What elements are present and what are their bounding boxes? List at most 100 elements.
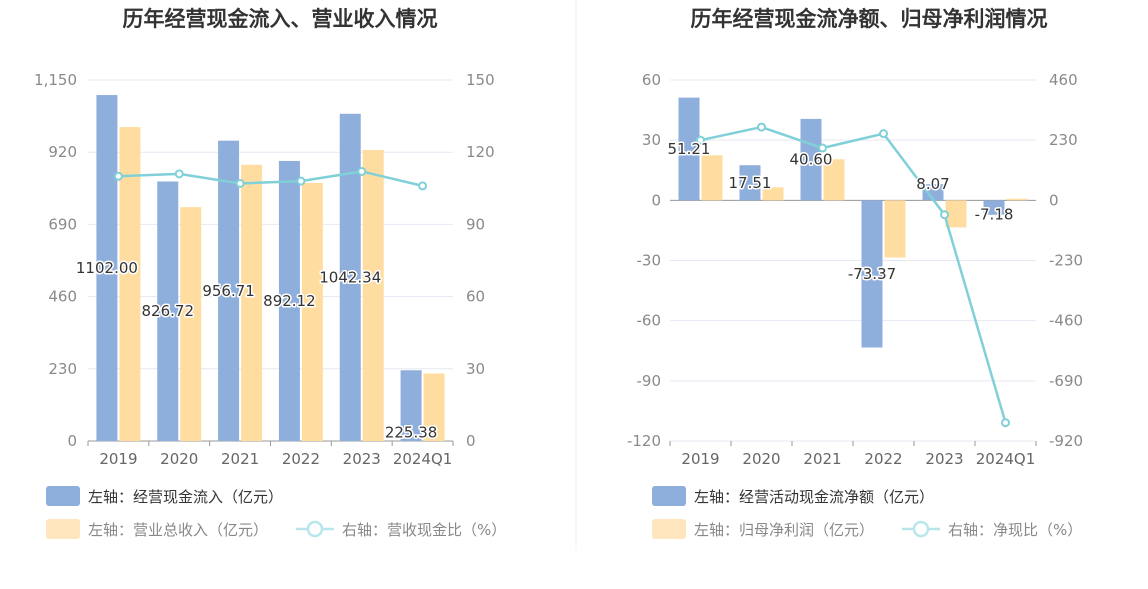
right-axis-tick-label: 30 [466,360,485,378]
category-label: 2021 [221,450,259,468]
bar-secondary [945,200,967,228]
chart-1: 历年经营现金流入、营业收入情况 0 230 460 690 920 1,150 0 30 60… [34,7,506,539]
legend-label: 右轴：净现比（%） [948,521,1082,539]
bar-primary [922,184,944,201]
bar-primary [861,200,883,348]
bar-secondary [762,187,784,201]
category-label: 2024Q1 [976,450,1036,468]
bar-data-label: 956.71 [202,282,255,300]
left-axis-tick-label: 920 [48,143,77,161]
bar-data-label: 8.07 [916,175,949,193]
left-axis-tick-label: -30 [637,252,662,270]
legend-circle-icon [912,520,930,538]
legend-swatch-bar-primary [652,486,686,506]
ratio-point [235,178,245,188]
right-axis-tick-label: 460 [1049,71,1078,89]
bar-primary [400,370,422,441]
legend-label: 左轴：经营现金流入（亿元） [88,488,283,506]
chart-1-legend-item-revenue[interactable]: 左轴：营业总收入（亿元） [46,519,268,539]
left-axis-tick-label: -120 [627,432,661,450]
ratio-point [113,171,123,181]
category-label: 2023 [343,450,381,468]
bar-data-label: 1102.00 [76,259,138,277]
chart-1-line-series [113,166,428,191]
legend-swatch-bar-secondary [652,519,686,539]
left-axis-tick-label: 1,150 [34,71,77,89]
category-label: 2019 [681,450,719,468]
ratio-point [357,166,367,176]
chart-2: 历年经营现金流净额、归母净利润情况 -120 -90 -60 -30 0 30 60 -92… [627,7,1083,539]
chart-2-legend-item-net-profit[interactable]: 左轴：归母净利润（亿元） [652,519,874,539]
category-label: 2020 [742,450,780,468]
bar-primary [739,165,761,201]
chart-1-legend-item-ratio[interactable]: 右轴：营收现金比（%） [296,520,506,539]
bar-data-label: -73.37 [848,265,896,283]
bar-secondary [362,150,384,441]
ratio-point [1001,418,1010,428]
left-axis-tick-label: 30 [642,131,661,149]
chart-2-title: 历年经营现金流净额、归母净利润情况 [691,7,1048,31]
right-axis-tick-label: -230 [1049,252,1083,270]
right-axis-tick-label: 90 [466,215,485,233]
category-label: 2020 [160,450,198,468]
category-label: 2023 [925,450,963,468]
right-axis-tick-label: -460 [1049,312,1083,330]
chart-2-legend-item-net-cash-flow[interactable]: 左轴：经营活动现金流净额（亿元） [652,486,934,506]
ratio-line [700,125,1007,424]
bar-primary [157,181,179,441]
ratio-line [118,170,423,188]
chart-1-category-labels: 2019 2020 2021 2022 2023 2024Q1 [87,441,454,468]
ratio-point [879,129,888,139]
right-axis-tick-label: -690 [1049,372,1083,390]
left-axis-tick-label: 0 [67,432,77,450]
chart-2-left-axis-ticks: -120 -90 -60 -30 0 30 60 [627,71,661,450]
left-axis-tick-label: 0 [651,191,661,209]
bar-data-label: 892.12 [263,292,316,310]
bar-primary [983,200,1005,215]
bar-secondary [119,127,141,441]
chart-2-category-labels: 2019 2020 2021 2022 2023 2024Q1 [669,441,1037,468]
bar-primary [218,140,240,441]
right-axis-tick-label: -920 [1049,432,1083,450]
bar-secondary [1006,198,1028,201]
right-axis-tick-label: 120 [466,143,495,161]
bar-data-label: -7.18 [975,206,1014,224]
legend-label: 左轴：营业总收入（亿元） [88,521,268,539]
bar-primary [800,118,822,201]
chart-2-bars [678,97,1028,348]
left-axis-tick-label: -60 [637,312,662,330]
left-axis-tick-label: -90 [637,372,662,390]
bar-primary [96,95,118,442]
bar-secondary [823,159,845,201]
legend-label: 左轴：经营活动现金流净额（亿元） [694,488,934,506]
category-label: 2022 [282,450,320,468]
category-label: 2019 [99,450,137,468]
chart-1-bars [96,95,445,442]
legend-circle-icon [306,520,324,538]
chart-1-title: 历年经营现金流入、营业收入情况 [123,7,438,31]
left-axis-tick-label: 460 [48,288,77,306]
bar-data-label: 40.60 [790,151,833,169]
bar-data-label: 51.21 [668,140,711,158]
chart-2-line-series [696,122,1010,428]
category-label: 2021 [803,450,841,468]
chart-1-gridlines [88,79,453,442]
bar-secondary [701,155,723,201]
chart-1-legend-item-cash-inflow[interactable]: 左轴：经营现金流入（亿元） [46,486,283,506]
left-axis-tick-label: 60 [642,71,661,89]
right-axis-tick-label: 150 [466,71,495,89]
chart-2-data-labels: 51.21 17.51 40.60 -73.37 8.07 -7.18 [666,138,1015,284]
right-axis-tick-label: 60 [466,288,485,306]
bar-secondary [241,164,263,441]
chart-1-legend: 左轴：经营现金流入（亿元） 左轴：营业总收入（亿元） 右轴：营收现金比（%） [46,486,506,539]
bar-secondary [884,200,906,258]
chart-2-legend-item-ratio[interactable]: 右轴：净现比（%） [902,520,1082,539]
bar-secondary [180,207,202,441]
bar-primary [278,160,300,441]
chart-1-left-axis-ticks: 0 230 460 690 920 1,150 [34,71,77,450]
ratio-point [940,210,949,220]
ratio-point [696,135,705,145]
right-axis-tick-label: 0 [466,432,476,450]
